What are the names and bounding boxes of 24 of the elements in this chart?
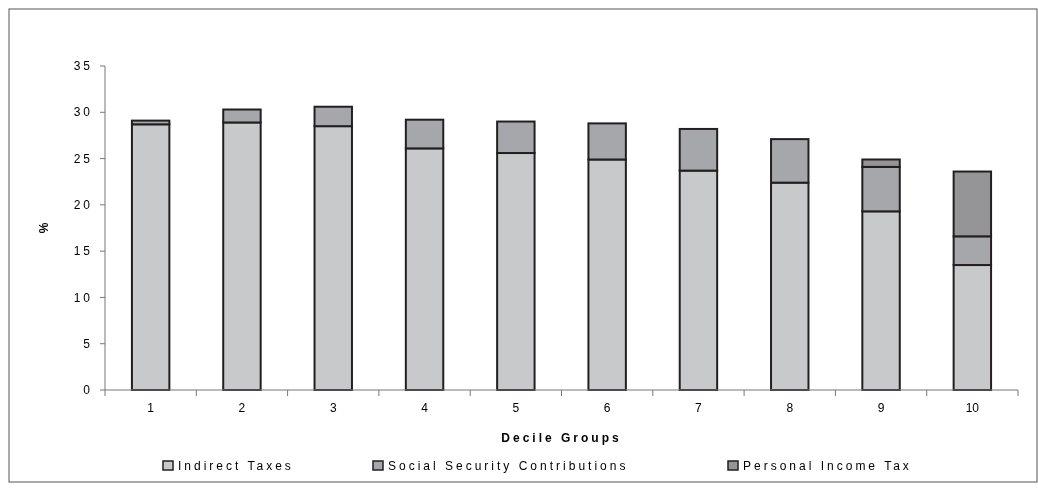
x-tick-label: 2 [238, 401, 246, 415]
y-tick-label: 10 [73, 290, 93, 305]
y-tick-label: 15 [73, 244, 93, 259]
y-tick-label: 30 [73, 105, 93, 120]
x-tick-label: 8 [786, 401, 794, 415]
bar [130, 123, 171, 391]
y-tick-label: 20 [73, 198, 93, 213]
y-tick-label: 0 [83, 383, 93, 398]
x-tick-label: 10 [965, 401, 980, 415]
x-tick-label: 4 [421, 401, 429, 415]
x-tick-label: 1 [147, 401, 155, 415]
x-tick-label: 9 [877, 401, 885, 415]
legend-label: Social Security Contributions [388, 459, 629, 473]
x-tick-label: 6 [603, 401, 611, 415]
x-tick-label: 5 [512, 401, 520, 415]
y-tick-label: 25 [73, 151, 93, 166]
y-axis-title: % [37, 222, 51, 234]
legend-label: Personal Income Tax [743, 459, 912, 473]
legend-label: Indirect Taxes [178, 459, 294, 473]
y-tick-label: 35 [73, 59, 93, 74]
x-tick-label: 3 [329, 401, 337, 415]
x-tick-label: 7 [695, 401, 703, 415]
x-axis-title: Decile Groups [501, 431, 622, 445]
y-tick-label: 5 [83, 336, 93, 351]
